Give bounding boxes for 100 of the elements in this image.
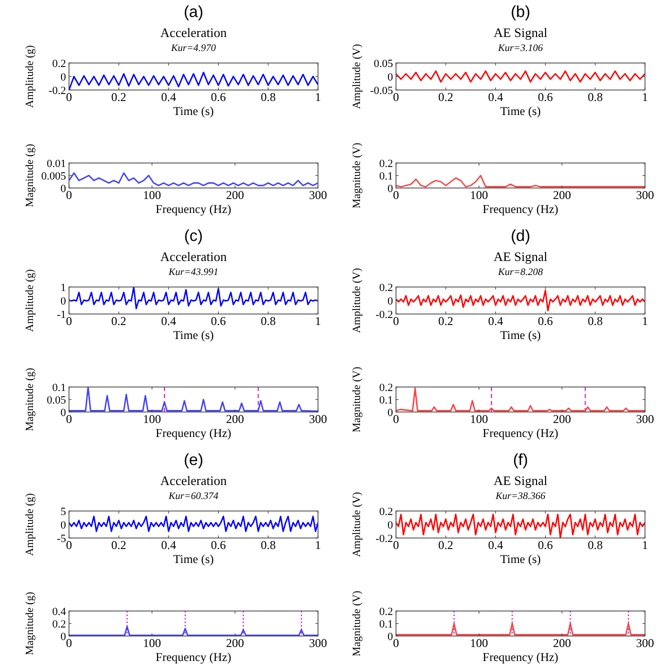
chart-title: AE Signal (494, 473, 548, 488)
line-series (396, 514, 645, 538)
y-axis-title: Magnitude (V) (351, 366, 363, 432)
x-tick-label: 0.8 (260, 538, 276, 552)
y-tick-label: 0.05 (46, 394, 66, 406)
text: (d) (510, 228, 530, 245)
x-tick-label: 0.8 (260, 90, 276, 104)
x-axis-title: Frequency (Hz) (482, 426, 558, 440)
y-tick-label: -0.2 (376, 533, 393, 545)
y-tick-label: 0.1 (379, 618, 393, 630)
x-tick-label: 200 (553, 412, 571, 426)
x-tick-label: 1 (315, 314, 321, 328)
y-axis-title: Magnitude (g) (24, 144, 36, 208)
x-tick-label: 0.2 (111, 538, 126, 552)
x-tick-label: 0.6 (210, 538, 226, 552)
y-tick-label: -0.05 (370, 85, 394, 97)
x-tick-label: 0.6 (538, 538, 553, 552)
y-axis-title: Amplitude (g) (24, 44, 36, 108)
chart-subtitle: Kur=60.374 (168, 491, 218, 502)
x-axis-title: Time (s) (173, 104, 214, 118)
y-tick-label: 5 (60, 506, 66, 518)
line-series (69, 172, 318, 186)
text: (f) (512, 452, 528, 469)
x-tick-label: 200 (553, 636, 571, 650)
x-tick-label: 0.8 (588, 538, 603, 552)
chart-title: Acceleration (160, 249, 228, 264)
y-axis-title: Amplitude (g) (24, 492, 36, 556)
y-tick-label: -5 (56, 533, 66, 545)
x-axis-title: Time (s) (500, 552, 541, 566)
x-tick-label: 300 (636, 188, 654, 202)
x-tick-label: 300 (309, 412, 327, 426)
text: (e) (184, 452, 204, 469)
x-tick-label: 0.4 (488, 314, 504, 328)
y-tick-label: 0 (388, 72, 394, 84)
x-tick-label: 0.2 (111, 314, 126, 328)
line-series (69, 72, 318, 90)
y-axis-title: Amplitude (g) (24, 268, 36, 332)
x-tick-label: 0.8 (260, 314, 276, 328)
x-tick-label: 0.2 (111, 90, 126, 104)
x-tick-label: 100 (470, 636, 488, 650)
x-tick-label: 0.4 (488, 90, 504, 104)
text: (b) (510, 4, 530, 21)
y-axis-title: Amplitude (V) (351, 268, 363, 334)
x-axis-title: Time (s) (173, 328, 214, 342)
line-series (396, 70, 645, 83)
y-tick-label: 0.05 (374, 58, 394, 70)
x-tick-label: 0.6 (210, 314, 226, 328)
y-tick-label: 0.1 (52, 382, 66, 394)
x-tick-label: 0.2 (438, 90, 454, 104)
x-tick-label: 0.6 (538, 314, 553, 328)
y-axis-title: Magnitude (V) (351, 590, 363, 656)
x-axis-title: Frequency (Hz) (482, 202, 558, 216)
x-tick-label: 1 (315, 538, 321, 552)
y-axis-title: Magnitude (g) (24, 592, 36, 656)
x-axis-title: Frequency (Hz) (156, 202, 232, 216)
y-axis-title: Magnitude (g) (24, 368, 36, 432)
x-tick-label: 0.2 (438, 538, 454, 552)
x-tick-label: 200 (226, 412, 244, 426)
x-tick-label: 0.2 (438, 314, 454, 328)
line-series (69, 516, 318, 532)
x-tick-label: 100 (470, 188, 488, 202)
chart-subtitle: Kur=4.970 (170, 43, 216, 54)
chart-title: AE Signal (494, 249, 548, 264)
line-series (69, 387, 318, 412)
y-tick-label: 0.2 (379, 282, 393, 294)
x-axis-title: Time (s) (500, 104, 541, 118)
y-tick-label: 1 (60, 282, 66, 294)
line-series (396, 174, 645, 188)
y-tick-label: 0.2 (379, 506, 393, 518)
text: (a) (184, 4, 204, 21)
y-tick-label: 0 (388, 296, 394, 308)
y-tick-label: 0.1 (379, 170, 393, 182)
x-tick-label: 1 (642, 538, 648, 552)
x-axis-title: Frequency (Hz) (156, 426, 232, 440)
x-tick-label: 0.8 (588, 314, 603, 328)
y-tick-label: 0 (60, 520, 66, 532)
x-tick-label: 0.4 (161, 538, 176, 552)
chart-title: Acceleration (160, 25, 228, 40)
y-axis-title: Amplitude (V) (351, 492, 363, 558)
x-tick-label: 300 (309, 636, 327, 650)
x-tick-label: 0.6 (210, 90, 226, 104)
x-axis-title: Time (s) (173, 552, 214, 566)
y-tick-label: -1 (56, 309, 66, 321)
chart-title: Acceleration (160, 473, 228, 488)
x-tick-label: 300 (309, 188, 327, 202)
y-axis-title: Magnitude (V) (351, 142, 363, 208)
line-series (396, 290, 645, 312)
chart-subtitle: Kur=8.208 (497, 267, 543, 278)
y-axis-title: Amplitude (V) (351, 44, 363, 110)
y-tick-label: 0.2 (379, 606, 393, 618)
chart-subtitle: Kur=3.106 (497, 43, 543, 54)
y-tick-label: 0.2 (379, 158, 393, 170)
x-tick-label: 1 (642, 314, 648, 328)
y-tick-label: -0.2 (48, 85, 66, 97)
y-tick-label: 0.01 (46, 158, 66, 170)
chart-subtitle: Kur=38.366 (494, 491, 546, 502)
x-tick-label: 0.6 (538, 90, 553, 104)
x-tick-label: 0.4 (161, 90, 176, 104)
y-tick-label: 0 (388, 520, 394, 532)
chart-title: AE Signal (494, 25, 548, 40)
